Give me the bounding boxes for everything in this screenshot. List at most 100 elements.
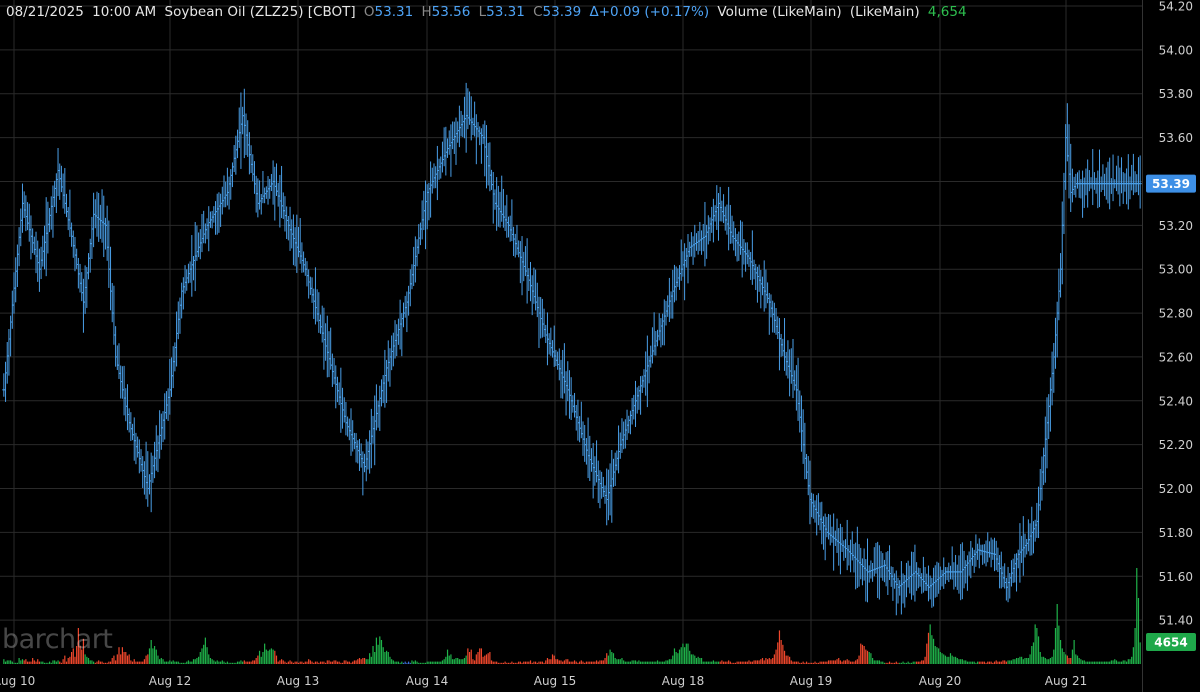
volume-bar	[452, 659, 454, 664]
volume-bar	[717, 661, 720, 664]
volume-bar	[480, 648, 483, 664]
volume-bar	[42, 661, 44, 664]
volume-bar	[348, 661, 350, 664]
volume-bar	[213, 660, 215, 664]
volume-bar	[140, 661, 142, 664]
volume-bar	[328, 660, 330, 664]
volume-bar	[719, 661, 721, 664]
volume-bar	[160, 658, 162, 664]
volume-bar	[358, 658, 361, 664]
volume-bar	[616, 659, 618, 664]
volume-bar	[966, 661, 969, 664]
volume-bar	[1029, 654, 1031, 664]
volume-bar	[277, 661, 279, 664]
volume-bar	[626, 661, 628, 664]
volume-label: Volume (LikeMain)	[717, 4, 842, 20]
volume-bar	[365, 659, 367, 664]
volume-bar	[99, 661, 101, 664]
volume-bar	[504, 661, 506, 664]
volume-bar	[164, 661, 166, 664]
volume-bar	[929, 624, 931, 664]
volume-bar	[885, 662, 887, 664]
volume-bar	[296, 661, 298, 664]
volume-bar	[1002, 660, 1004, 664]
volume-bar	[86, 656, 88, 664]
volume-bar	[67, 658, 69, 664]
volume-bar	[631, 660, 633, 664]
y-tick-label: 51.40	[1159, 614, 1193, 628]
volume-bar	[878, 660, 880, 664]
volume-bar	[13, 662, 15, 664]
volume-bar	[624, 661, 626, 664]
y-tick-label: 51.60	[1159, 570, 1193, 584]
volume-bar	[260, 656, 262, 664]
close-value: 53.39	[542, 4, 582, 20]
volume-bar	[182, 662, 184, 664]
volume-bar	[860, 643, 862, 664]
volume-bar	[965, 660, 967, 664]
volume-bar	[137, 661, 139, 664]
volume-bar	[10, 660, 12, 664]
volume-bar	[1039, 652, 1041, 664]
volume-bar	[606, 653, 608, 664]
volume-bar	[773, 654, 775, 664]
volume-bar	[318, 662, 320, 664]
volume-bar	[457, 658, 459, 664]
y-tick-label: 53.80	[1159, 87, 1193, 101]
volume-bar	[821, 661, 823, 664]
volume-bar	[750, 661, 752, 664]
volume-bar	[413, 661, 415, 664]
volume-bar	[1019, 656, 1021, 664]
volume-bar	[167, 661, 169, 664]
volume-bar	[1098, 661, 1101, 664]
volume-bar	[1061, 648, 1063, 664]
volume-bar	[1109, 661, 1111, 664]
volume-value: 4,654	[927, 4, 967, 20]
volume-bar	[218, 661, 220, 664]
volume-bar	[812, 662, 814, 664]
volume-bar	[826, 661, 828, 664]
volume-bar	[402, 662, 405, 664]
volume-bar	[519, 661, 521, 664]
volume-bar	[1070, 658, 1072, 664]
volume-bar	[673, 648, 676, 664]
volume-bar	[1095, 661, 1097, 664]
volume-bar	[113, 655, 115, 664]
volume-bar	[467, 648, 469, 664]
volume-bar	[738, 661, 740, 664]
volume-bar	[973, 661, 975, 664]
volume-bar	[609, 649, 611, 664]
volume-bar	[816, 662, 818, 664]
volume-bar	[570, 661, 572, 664]
volume-bar	[333, 660, 335, 664]
volume-bar	[628, 661, 630, 664]
volume-bar	[822, 661, 825, 664]
volume-bar	[211, 659, 213, 664]
volume-bar	[711, 661, 713, 664]
volume-bar	[753, 660, 755, 664]
volume-bar	[1004, 660, 1006, 664]
volume-bar	[790, 660, 792, 664]
volume-bar	[836, 659, 838, 664]
volume-bar	[829, 660, 831, 664]
volume-bar	[1059, 640, 1062, 664]
volume-bar	[678, 649, 681, 664]
volume-bar	[470, 649, 472, 664]
volume-bar	[43, 662, 46, 664]
volume-bar	[485, 654, 488, 664]
volume-bar	[834, 660, 836, 664]
volume-bar	[208, 654, 210, 664]
volume-bar	[153, 646, 156, 664]
volume-bar	[783, 650, 786, 664]
volume-bar	[311, 661, 313, 664]
volume-bar	[670, 659, 672, 664]
volume-bar	[118, 647, 120, 664]
volume-bar	[875, 660, 877, 664]
volume-bar	[924, 656, 926, 664]
y-tick-label: 54.20	[1159, 0, 1193, 14]
volume-bar	[777, 642, 779, 664]
y-tick-label: 52.80	[1159, 307, 1193, 321]
volume-bar	[384, 652, 386, 664]
